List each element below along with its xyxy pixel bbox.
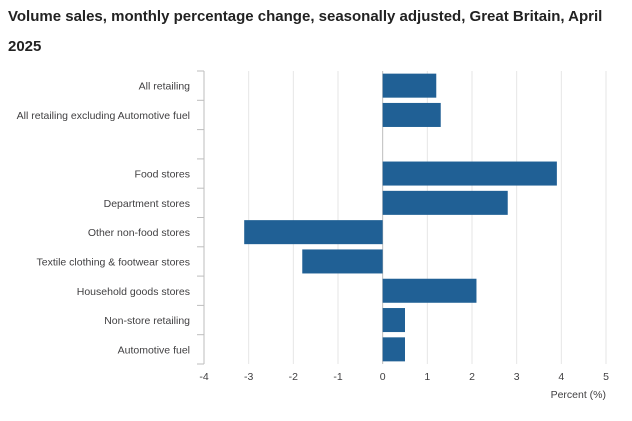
x-tick-label: 2	[469, 371, 475, 383]
bar	[382, 102, 441, 127]
x-tick-label: 3	[514, 371, 520, 383]
category-label: Department stores	[104, 198, 190, 210]
x-tick-label: -3	[244, 371, 253, 383]
chart-title: Volume sales, monthly percentage change,…	[8, 8, 603, 55]
category-label: Other non-food stores	[88, 227, 190, 239]
bar	[382, 161, 557, 186]
bar	[244, 220, 383, 245]
x-tick-label: -2	[289, 371, 298, 383]
x-tick-label: 0	[380, 371, 386, 383]
bar	[302, 249, 383, 274]
x-tick-label: -4	[199, 371, 208, 383]
x-axis-title: Percent (%)	[551, 389, 606, 401]
bar	[382, 337, 405, 362]
bars	[244, 73, 557, 362]
x-tick-label: 5	[603, 371, 609, 383]
category-label: Household goods stores	[77, 286, 190, 298]
x-tick-labels: -4 -3 -2 -1 0 1 2 3 4 5	[199, 371, 609, 383]
bar	[382, 278, 477, 303]
category-label: All retailing	[139, 81, 191, 93]
category-labels: All retailing All retailing excluding Aut…	[17, 81, 191, 357]
x-tick-label: -1	[333, 371, 342, 383]
category-axis	[197, 70, 205, 365]
gridlines	[203, 71, 607, 364]
x-tick-label: 4	[558, 371, 564, 383]
bar	[382, 190, 508, 215]
bar	[382, 73, 437, 98]
bar	[382, 308, 405, 333]
category-label: Non-store retailing	[104, 315, 190, 327]
category-label: Textile clothing & footwear stores	[37, 256, 191, 268]
category-label: All retailing excluding Automotive fuel	[17, 110, 190, 122]
x-tick-label: 1	[424, 371, 430, 383]
category-label: Automotive fuel	[118, 344, 190, 356]
category-label: Food stores	[135, 169, 190, 181]
